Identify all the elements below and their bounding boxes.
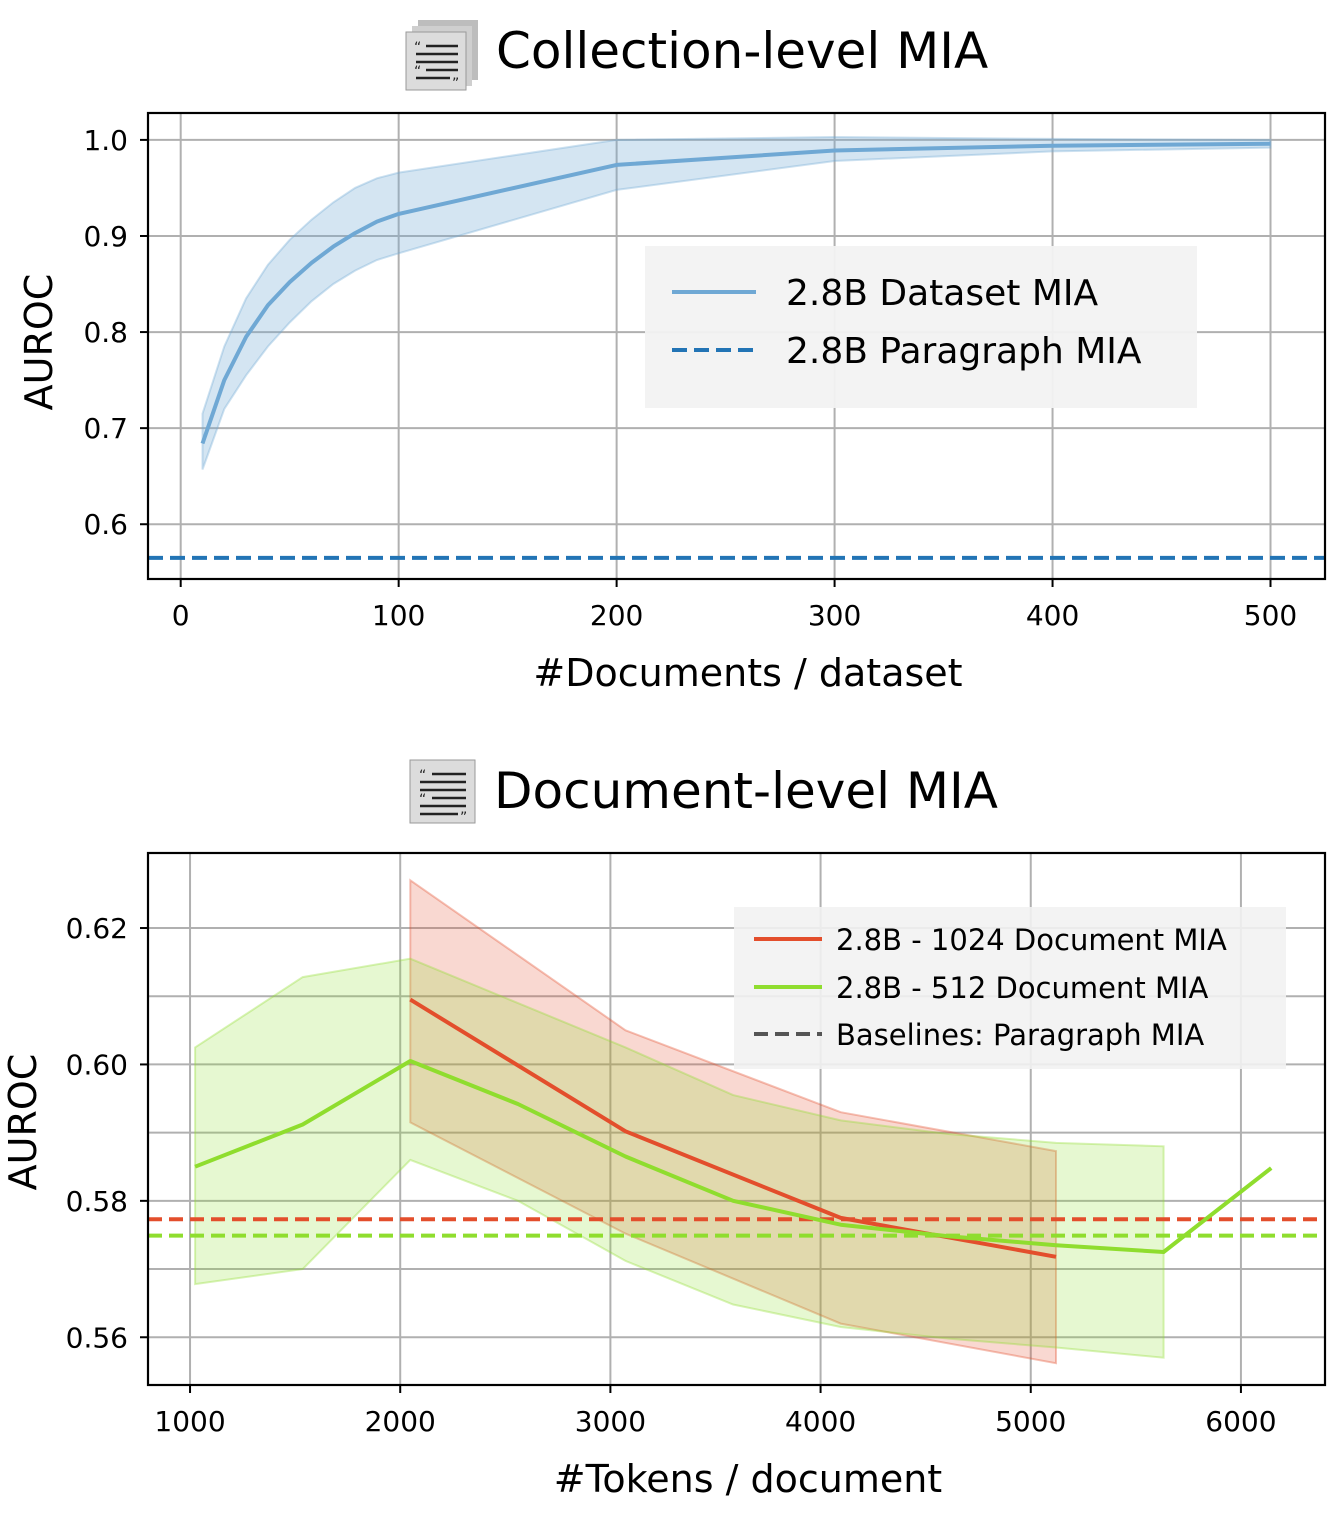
x-ticks-2: 1000 2000 3000 4000 5000 6000 (154, 1385, 1277, 1438)
x-tick-label: 100 (372, 599, 425, 632)
y-axis-label-2: AUROC (1, 1054, 45, 1191)
legend-2-label-512: 2.8B - 512 Document MIA (836, 971, 1209, 1005)
y-tick-label: 1.0 (83, 124, 128, 157)
y-ticks-1: 0.6 0.7 0.8 0.9 1.0 (83, 124, 148, 541)
x-tick-label: 4000 (785, 1405, 856, 1438)
series-1-band (201, 135, 1272, 470)
x-tick-label: 2000 (365, 1405, 436, 1438)
x-axis-label-1: #Documents / dataset (533, 651, 962, 695)
plot-area-2 (148, 878, 1325, 1365)
grid-1 (148, 113, 1325, 579)
series-1-line (200, 141, 1271, 445)
chart-title-1: Collection-level MIA (496, 22, 988, 80)
svg-text:”: ” (452, 76, 459, 92)
x-tick-label: 200 (590, 599, 643, 632)
legend-2-box (734, 907, 1286, 1069)
x-ticks-1: 0 100 200 300 400 500 (172, 579, 1297, 632)
y-tick-label: 0.62 (66, 912, 128, 945)
x-tick-label: 1000 (154, 1405, 225, 1438)
y-tick-label: 0.60 (66, 1048, 128, 1081)
legend-1-label-paragraph: 2.8B Paragraph MIA (786, 331, 1142, 372)
svg-text:“: “ (414, 40, 421, 56)
x-tick-label: 5000 (995, 1405, 1066, 1438)
x-tick-label: 6000 (1205, 1405, 1276, 1438)
y-tick-label: 0.8 (83, 316, 128, 349)
axes-frame-2 (146, 851, 1327, 1387)
svg-text:“: “ (419, 792, 426, 808)
document-stack-icon: “ “ ” (405, 20, 478, 92)
legend-2-label-1024: 2.8B - 1024 Document MIA (836, 923, 1227, 957)
legend-1-box (645, 246, 1197, 408)
legend-1: 2.8B Dataset MIA 2.8B Paragraph MIA (645, 246, 1197, 408)
x-tick-label: 400 (1026, 599, 1079, 632)
y-tick-label: 0.6 (83, 508, 128, 541)
y-tick-label: 0.58 (66, 1185, 128, 1218)
y-tick-label: 0.9 (83, 220, 128, 253)
y-tick-label: 0.56 (66, 1321, 128, 1354)
x-tick-label: 3000 (575, 1405, 646, 1438)
axes-frame-1 (146, 111, 1327, 581)
x-tick-label: 300 (808, 599, 861, 632)
legend-1-label-dataset: 2.8B Dataset MIA (786, 273, 1098, 314)
series-2-band (194, 957, 1165, 1359)
x-axis-label-2: #Tokens / document (554, 1457, 942, 1501)
svg-text:“: “ (419, 768, 426, 784)
y-tick-label: 0.7 (83, 412, 128, 445)
svg-text:“: “ (414, 64, 421, 80)
document-icon: “ “ ” (409, 759, 476, 826)
chart-title-2: Document-level MIA (494, 762, 998, 820)
plot-area-1 (148, 135, 1325, 560)
series-1-band (409, 878, 1057, 1365)
legend-2: 2.8B - 1024 Document MIA 2.8B - 512 Docu… (734, 907, 1286, 1069)
y-axis-label-1: AUROC (17, 274, 61, 411)
x-tick-label: 0 (172, 599, 190, 632)
y-ticks-2: 0.56 0.58 0.60 0.62 (66, 912, 148, 1354)
x-tick-label: 500 (1244, 599, 1297, 632)
legend-2-label-baselines: Baselines: Paragraph MIA (836, 1018, 1204, 1052)
svg-text:”: ” (460, 810, 467, 826)
